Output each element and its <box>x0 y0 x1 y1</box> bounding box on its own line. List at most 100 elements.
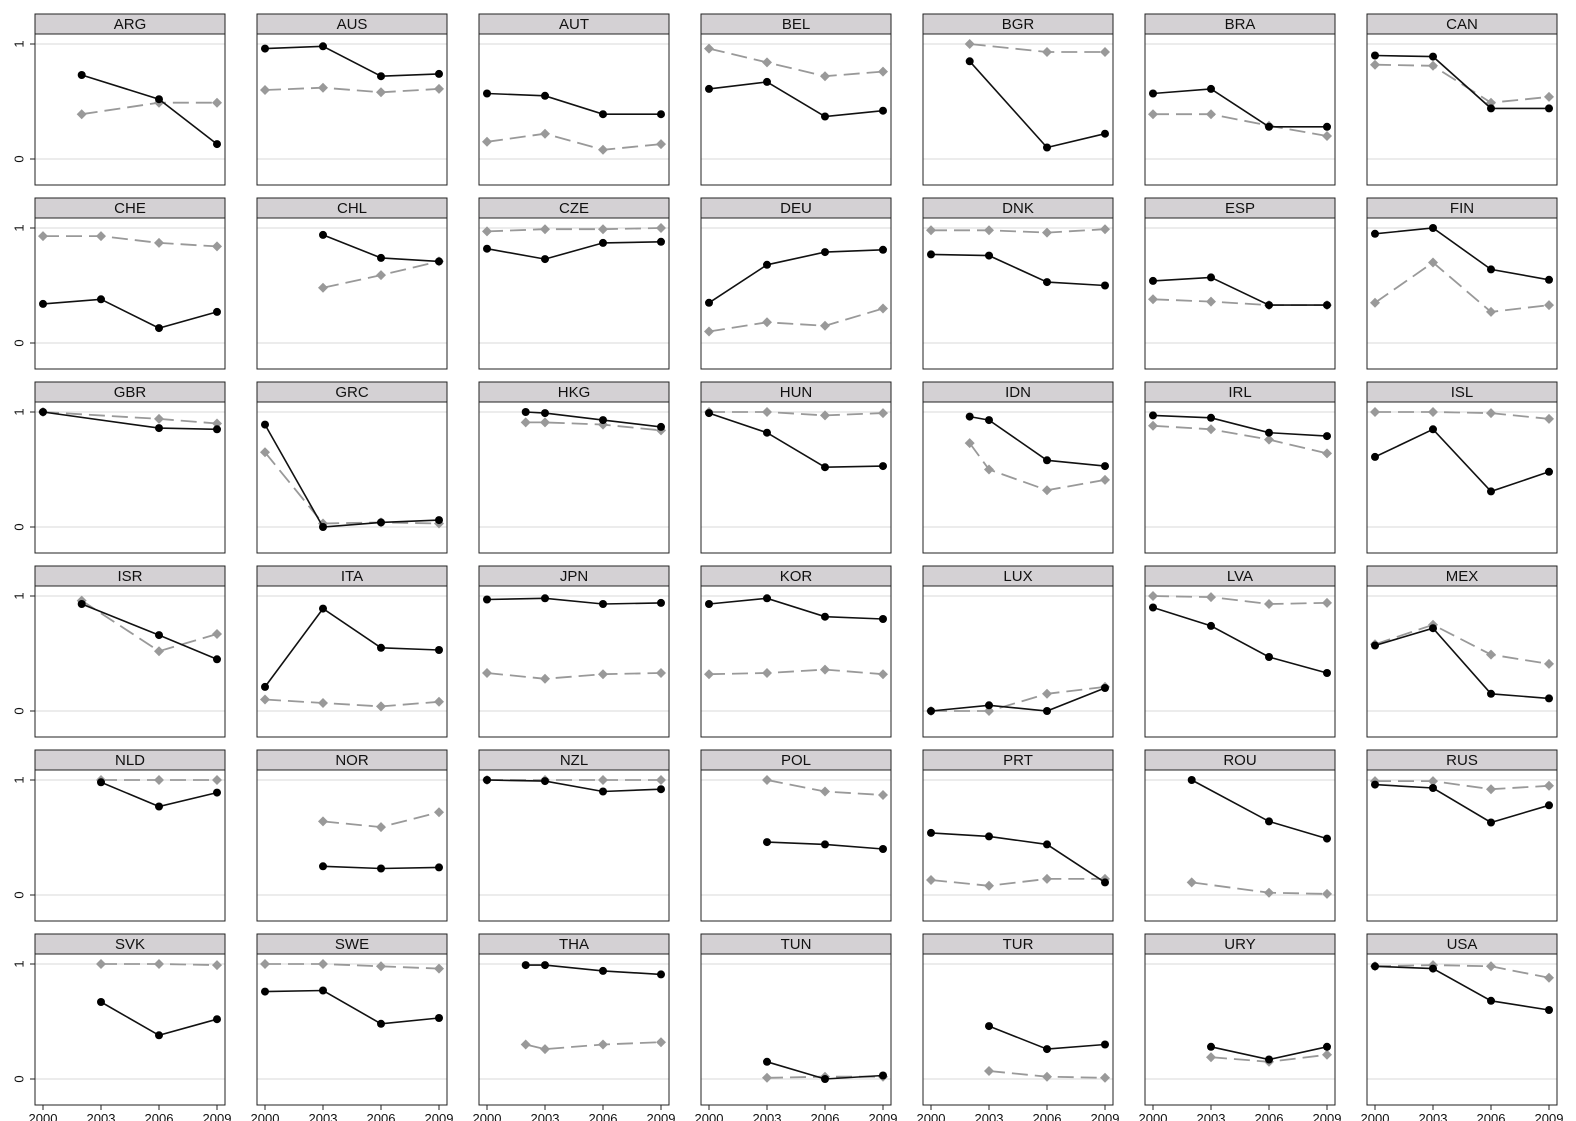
series-1-point <box>1101 878 1109 887</box>
series-2-point <box>1544 300 1554 311</box>
panel-title: ISR <box>117 568 142 585</box>
series-1-line <box>1152 88 1327 128</box>
panel-title: ARG <box>114 16 147 33</box>
series-1-point <box>1371 641 1379 650</box>
series-1-line <box>930 832 1106 884</box>
series-2-point <box>1206 296 1216 307</box>
series-1-point <box>1545 801 1553 810</box>
series-1-point <box>821 112 829 121</box>
series-2-line <box>1374 63 1550 104</box>
panel-title: URY <box>1224 936 1255 953</box>
series-1-line <box>708 249 884 304</box>
series-1-point <box>1323 834 1331 843</box>
series-1-line <box>1374 627 1550 700</box>
y-tick-label: 0 <box>11 339 26 346</box>
series-2-point <box>1206 592 1216 603</box>
x-tick-label: 2003 <box>309 1111 338 1121</box>
series-2-point <box>598 669 608 680</box>
series-1-point <box>599 416 607 425</box>
series-1-line <box>969 60 1106 149</box>
series-1-point <box>879 615 887 623</box>
series-2-point <box>878 66 888 77</box>
plot-frame <box>1144 585 1336 738</box>
series-2-point <box>1206 109 1216 120</box>
series-2-line <box>968 442 1106 492</box>
series-1-point <box>763 1057 771 1066</box>
series-2-point <box>1100 1072 1110 1083</box>
series-1-point <box>1207 84 1215 93</box>
series-1-point <box>1265 122 1273 131</box>
series-2-point <box>1428 60 1438 71</box>
series-1-point <box>541 777 549 786</box>
panel-title: KOR <box>780 568 813 585</box>
panel-title: GBR <box>114 384 147 401</box>
series-2-point <box>1322 448 1332 459</box>
series-2-point <box>1544 91 1554 102</box>
series-1-point <box>657 422 665 431</box>
series-1-point <box>763 77 771 86</box>
series-2-point <box>1148 420 1158 431</box>
series-1-point <box>213 425 221 434</box>
series-1-point <box>821 248 829 257</box>
series-1-point <box>657 237 665 246</box>
series-1-point <box>1265 817 1273 826</box>
plot-frame <box>478 585 670 738</box>
panel-title: CAN <box>1446 16 1478 33</box>
series-2-line <box>42 411 218 425</box>
panel-title: IDN <box>1005 384 1031 401</box>
plot-frame <box>1366 769 1558 922</box>
series-1-point <box>1101 462 1109 471</box>
series-1-point <box>705 298 713 307</box>
series-2-point <box>212 629 222 639</box>
series-2-line <box>264 86 440 94</box>
panel-title: AUT <box>559 16 589 33</box>
y-tick-label: 0 <box>11 1075 26 1082</box>
series-1-point <box>155 424 163 433</box>
series-1-point <box>657 970 665 979</box>
series-2-point <box>656 775 666 785</box>
x-tick-label: 2009 <box>647 1111 676 1121</box>
series-2-point <box>762 407 772 417</box>
series-1-point <box>1207 273 1215 282</box>
series-1-point <box>155 1031 163 1040</box>
plot-frame <box>478 217 670 370</box>
series-1-line <box>1374 227 1550 281</box>
series-2-point <box>318 816 328 827</box>
series-2-point <box>1370 59 1380 70</box>
series-2-point <box>1264 599 1274 609</box>
series-2-point <box>1100 474 1110 485</box>
series-1-point <box>483 244 491 253</box>
series-2-point <box>260 694 270 705</box>
series-2-point <box>926 875 936 885</box>
plot-frame <box>922 585 1114 738</box>
series-2-point <box>1486 306 1496 317</box>
series-2-point <box>154 959 164 969</box>
series-2-point <box>1042 227 1052 238</box>
series-1-point <box>927 707 935 715</box>
series-1-point <box>483 595 491 604</box>
series-2-point <box>598 775 608 785</box>
y-tick-label: 1 <box>11 592 26 599</box>
series-2-point <box>376 87 386 98</box>
panel-title: JPN <box>560 568 588 585</box>
series-1-point <box>599 238 607 247</box>
panel-title: SWE <box>335 936 369 953</box>
series-2-point <box>1264 434 1274 445</box>
series-1-point <box>763 838 771 847</box>
series-2-point <box>96 231 106 242</box>
series-1-point <box>879 462 887 471</box>
panel-title: BEL <box>782 16 810 33</box>
series-2-point <box>984 1066 994 1076</box>
series-1-point <box>985 1022 993 1031</box>
y-tick-label: 1 <box>11 960 26 967</box>
series-1-point <box>1429 964 1437 973</box>
series-1-point <box>1429 224 1437 232</box>
series-1-point <box>1101 684 1109 692</box>
x-tick-label: 2009 <box>1091 1111 1120 1121</box>
series-2-point <box>38 231 48 242</box>
x-tick-label: 2006 <box>589 1111 618 1121</box>
panel-title: BGR <box>1002 16 1035 33</box>
series-1-line <box>708 81 884 118</box>
series-1-point <box>1323 669 1331 677</box>
series-2-point <box>1322 1049 1332 1060</box>
